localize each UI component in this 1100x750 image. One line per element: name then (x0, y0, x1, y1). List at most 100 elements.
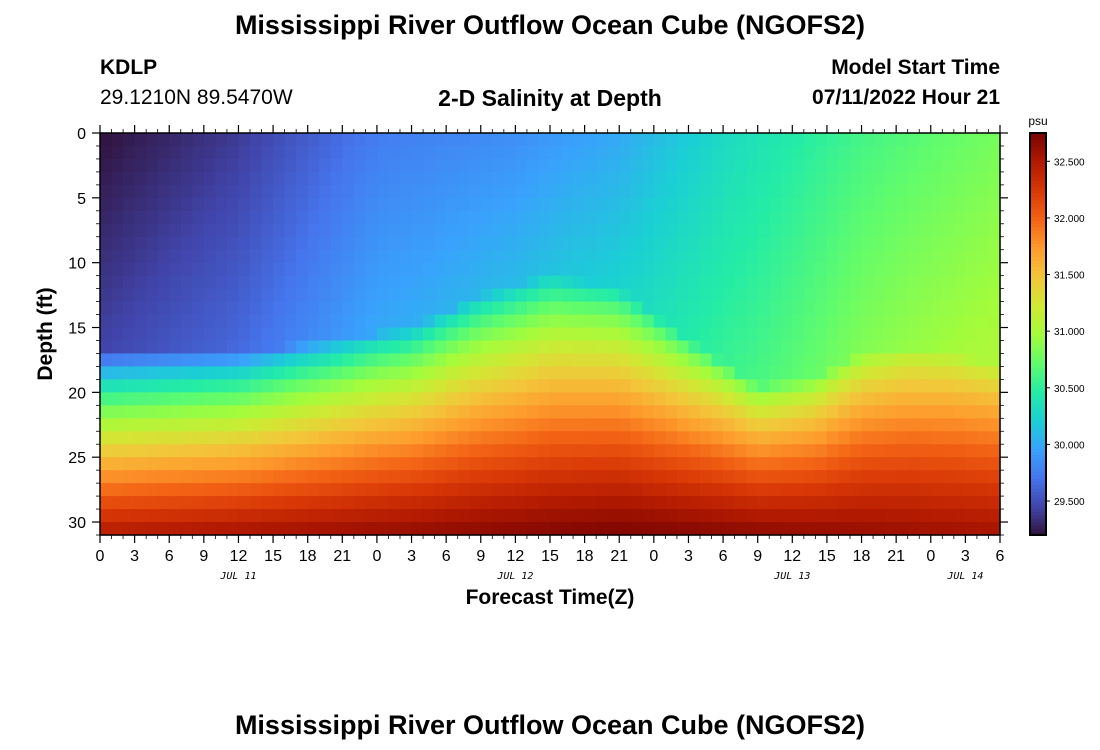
heatmap-cell (157, 301, 170, 316)
heatmap-cell (169, 327, 182, 342)
heatmap-cell (330, 366, 343, 380)
heatmap-cell (826, 431, 840, 445)
heatmap-cell (642, 392, 655, 406)
heatmap-cell (573, 418, 586, 432)
heatmap-cell (700, 509, 713, 523)
x-tick-label: 3 (407, 548, 416, 565)
heatmap-cell (711, 418, 724, 432)
heatmap-cell (203, 288, 216, 303)
heatmap-cell (688, 184, 701, 199)
heatmap-cell (826, 405, 840, 419)
colorbar-swatch (1030, 337, 1046, 342)
heatmap-cell (619, 158, 632, 173)
heatmap-cell (965, 366, 978, 380)
heatmap-cell (284, 236, 297, 251)
heatmap-cell (446, 223, 459, 238)
heatmap-cell (457, 197, 470, 212)
heatmap-cell (596, 236, 609, 251)
heatmap-cell (930, 210, 943, 225)
heatmap-cell (215, 405, 228, 419)
heatmap-cell (157, 223, 170, 238)
heatmap-cell (123, 379, 136, 393)
heatmap-cell (469, 457, 482, 471)
heatmap-cell (296, 496, 309, 510)
colorbar-swatch (1030, 488, 1046, 492)
heatmap-cell (619, 405, 632, 419)
heatmap-cell (273, 444, 286, 458)
heatmap-cell (607, 133, 620, 147)
heatmap-cell (550, 418, 563, 432)
heatmap-cell (526, 509, 540, 523)
heatmap-cell (469, 379, 482, 393)
heatmap-cell (146, 133, 159, 147)
heatmap-cell (330, 483, 343, 497)
heatmap-cell (146, 210, 159, 225)
heatmap-cell (642, 509, 655, 523)
heatmap-cell (434, 288, 447, 303)
heatmap-cell (711, 262, 724, 277)
heatmap-cell (826, 197, 840, 212)
heatmap-cell (261, 340, 274, 355)
heatmap-cell (919, 184, 932, 199)
heatmap-cell (607, 171, 620, 186)
heatmap-cell (561, 197, 574, 212)
heatmap-cell (976, 171, 990, 186)
heatmap-cell (573, 340, 586, 355)
heatmap-cell (550, 145, 563, 160)
heatmap-cell (330, 301, 343, 316)
heatmap-cell (803, 249, 816, 264)
heatmap-cell (976, 496, 990, 510)
heatmap-cell (930, 353, 943, 368)
heatmap-cell (261, 353, 274, 368)
heatmap-cell (503, 418, 516, 432)
colorbar-swatch (1030, 340, 1046, 345)
heatmap-cell (330, 405, 343, 419)
heatmap-cell (700, 197, 713, 212)
heatmap-cell (261, 483, 274, 497)
heatmap-cell (988, 210, 1001, 225)
heatmap-cell (988, 457, 1001, 471)
heatmap-cell (550, 340, 563, 355)
heatmap-cell (584, 158, 597, 173)
heatmap-cell (423, 405, 436, 419)
heatmap-cell (746, 405, 759, 419)
heatmap-cell (492, 431, 505, 445)
heatmap-cell (538, 210, 551, 225)
heatmap-cell (538, 314, 551, 329)
heatmap-cell (457, 158, 470, 173)
heatmap-cell (584, 249, 597, 264)
heatmap-cell (146, 483, 159, 497)
heatmap-cell (573, 509, 586, 523)
heatmap-cell (492, 158, 505, 173)
heatmap-cell (238, 444, 251, 458)
heatmap-cell (734, 314, 747, 329)
heatmap-cell (596, 340, 609, 355)
heatmap-cell (111, 184, 124, 199)
heatmap-cell (803, 340, 816, 355)
heatmap-cell (976, 444, 990, 458)
heatmap-cell (930, 431, 943, 445)
heatmap-cell (365, 158, 378, 173)
heatmap-cell (653, 197, 666, 212)
heatmap-cell (480, 379, 493, 393)
heatmap-cell (273, 470, 286, 484)
heatmap-cell (215, 145, 228, 160)
heatmap-cell (307, 457, 320, 471)
heatmap-cell (688, 314, 701, 329)
heatmap-cell (942, 431, 955, 445)
heatmap-cell (365, 340, 378, 355)
heatmap-cell (319, 379, 332, 393)
heatmap-cell (238, 197, 251, 212)
heatmap-cell (826, 184, 840, 199)
heatmap-cell (930, 249, 943, 264)
heatmap-cell (642, 262, 655, 277)
heatmap-cell (215, 418, 228, 432)
heatmap-cell (550, 379, 563, 393)
heatmap-cell (330, 223, 343, 238)
heatmap-cell (746, 210, 759, 225)
heatmap-cell (365, 249, 378, 264)
colorbar-swatch (1030, 220, 1046, 224)
heatmap-cell (769, 158, 782, 173)
heatmap-cell (757, 353, 770, 368)
heatmap-cell (676, 210, 690, 225)
